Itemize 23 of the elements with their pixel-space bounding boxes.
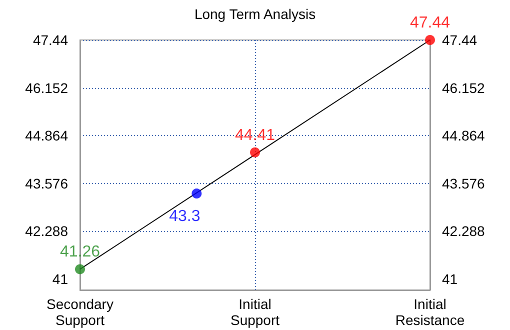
data-label: 47.44 bbox=[410, 14, 450, 32]
y2-tick-label: 41 bbox=[442, 270, 458, 287]
y-tick-label: 47.44 bbox=[32, 32, 68, 48]
y2-tick-label: 42.288 bbox=[442, 223, 486, 240]
point bbox=[192, 188, 202, 199]
x-tick-label: Initial Support bbox=[230, 296, 280, 328]
y2-tick-label: 44.864 bbox=[442, 128, 486, 144]
y-tick-label: 43.576 bbox=[25, 175, 68, 192]
chart-title: Long Term Analysis bbox=[194, 6, 316, 22]
y2-tick-label: 46.152 bbox=[442, 80, 486, 96]
y-tick-label: 41 bbox=[52, 270, 68, 287]
y2-tick-label: 47.44 bbox=[442, 32, 478, 48]
y2-tick-label: 43.576 bbox=[442, 175, 486, 192]
point bbox=[250, 147, 260, 158]
y-tick-label: 46.152 bbox=[25, 80, 68, 96]
y-tick-label: 44.864 bbox=[25, 128, 68, 144]
point bbox=[425, 35, 435, 45]
x-tick-label: Initial Resistance bbox=[395, 296, 465, 328]
x-tick-label: Secondary Support bbox=[46, 296, 114, 328]
y-tick-label: 42.288 bbox=[25, 223, 68, 240]
point bbox=[75, 264, 85, 274]
data-label: 43.3 bbox=[169, 208, 200, 226]
data-label: 44.41 bbox=[234, 126, 276, 144]
